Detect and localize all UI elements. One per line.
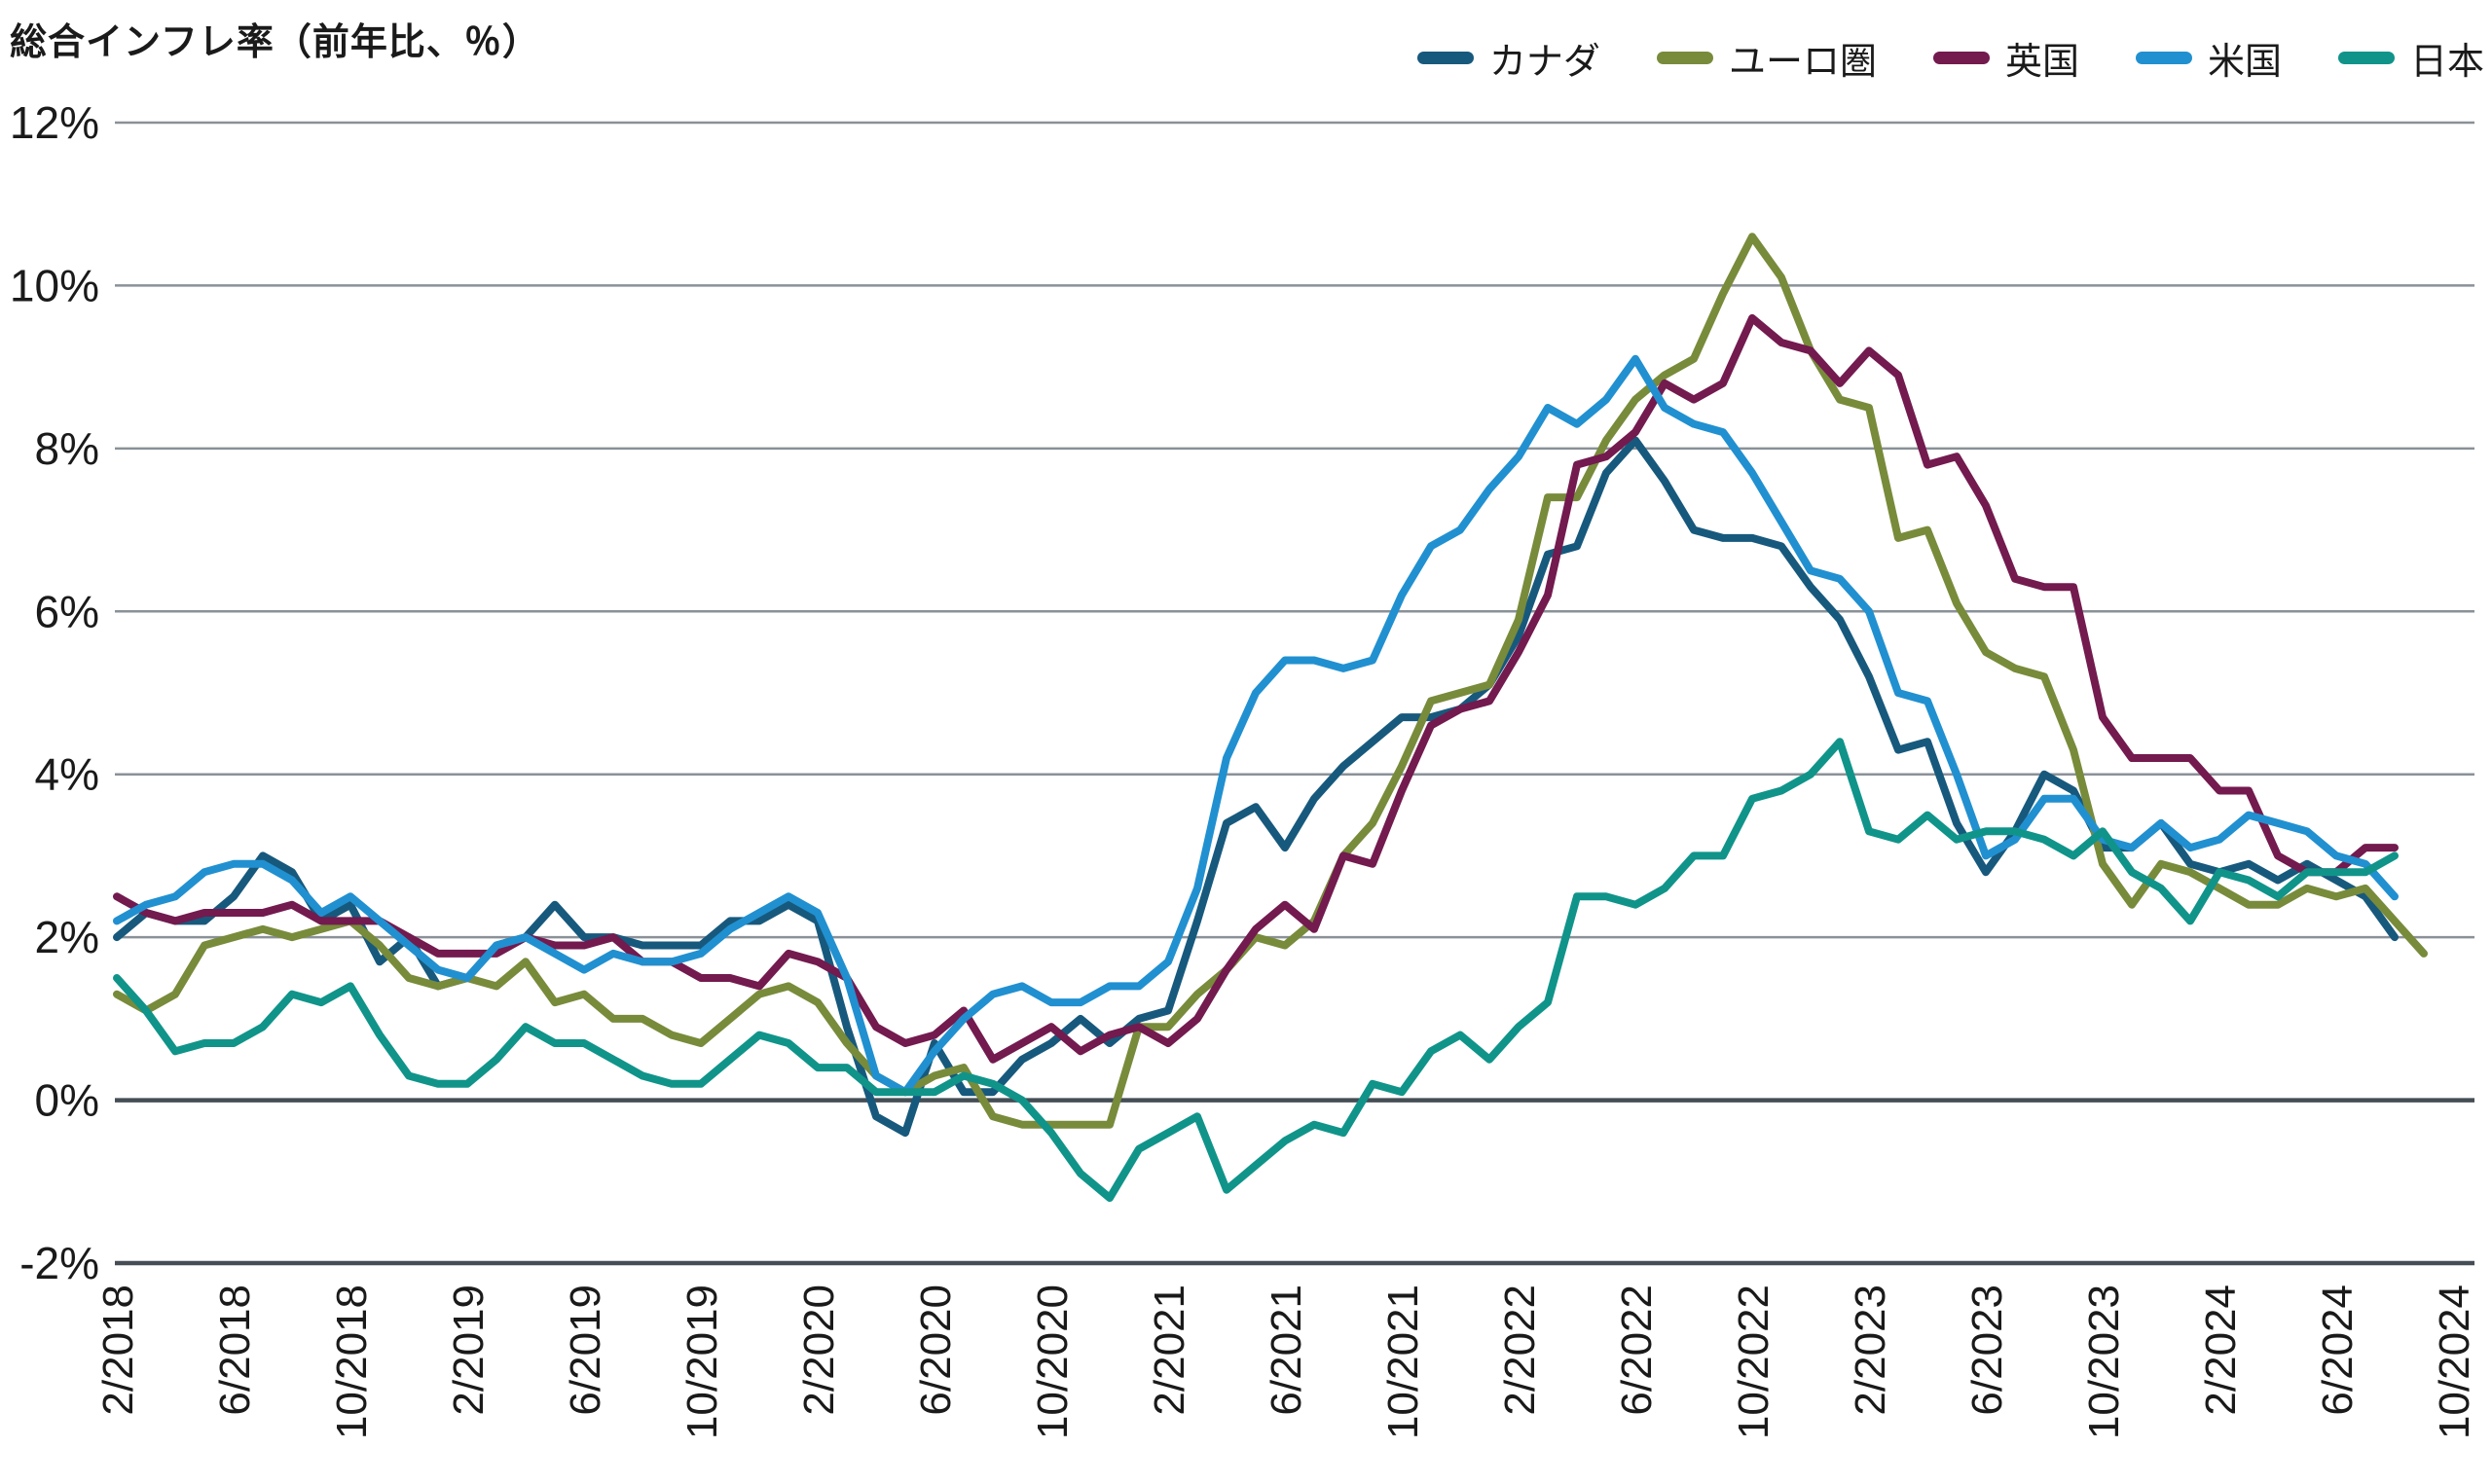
legend-label-uk: 英国 [2004,42,2079,83]
y-axis-label: -2% [19,1238,99,1288]
y-axis-label: 10% [10,260,99,310]
x-axis-label: 2/2023 [1847,1285,1894,1416]
y-axis-label: 0% [35,1075,99,1126]
y-axis-label: 2% [35,912,99,962]
legend-item-uk: 英国 [1932,31,2079,85]
legend-item-canada: カナダ [1416,31,1600,85]
series-line-us [113,354,2399,1097]
x-axis-label: 10/2021 [1379,1285,1427,1439]
legend-item-eurozone: ユーロ圏 [1656,31,1877,85]
legend-swatch-us [2135,52,2192,64]
legend-swatch-uk [1932,52,1990,64]
x-axis-label: 6/2024 [2314,1285,2362,1416]
x-axis-label: 10/2024 [2431,1285,2478,1439]
legend-swatch-canada [1416,52,1474,64]
legend: カナダ ユーロ圏 英国 米国 日本 [1416,31,2484,85]
x-axis-label: 2/2021 [1146,1285,1193,1416]
x-axis-label: 6/2021 [1263,1285,1310,1416]
y-axis-label: 8% [35,423,99,474]
x-axis-label: 2/2018 [94,1285,142,1416]
legend-label-japan: 日本 [2409,42,2484,83]
x-axis-label: 10/2018 [328,1285,376,1439]
legend-swatch-japan [2337,52,2395,64]
x-axis-label: 2/2024 [2197,1285,2245,1416]
y-axis-label: 12% [10,97,99,148]
x-axis-label: 6/2022 [1613,1285,1661,1416]
series-line-eurozone [113,233,2428,1129]
series-line-canada [113,436,2399,1138]
series-line-japan [113,738,2399,1202]
x-axis-label: 10/2020 [1029,1285,1077,1439]
x-axis-label: 6/2020 [912,1285,960,1416]
series-line-uk [113,313,2399,1064]
x-axis-label: 6/2018 [211,1285,259,1416]
legend-label-canada: カナダ [1488,42,1600,83]
legend-item-japan: 日本 [2337,31,2484,85]
legend-swatch-eurozone [1656,52,1713,64]
legend-label-us: 米国 [2207,42,2282,83]
chart-title: 総合インフレ率（前年比、％） [10,22,540,63]
x-axis-label: 2/2022 [1496,1285,1544,1416]
y-axis-label: 6% [35,586,99,636]
y-axis-label: 4% [35,749,99,800]
x-axis-label: 10/2019 [678,1285,726,1439]
x-axis-label: 2/2020 [795,1285,843,1416]
legend-label-eurozone: ユーロ圏 [1728,42,1877,83]
x-axis-label: 6/2023 [1963,1285,2011,1416]
x-axis-label: 6/2019 [562,1285,609,1416]
x-axis-label: 2/2019 [445,1285,493,1416]
legend-item-us: 米国 [2135,31,2282,85]
x-axis-label: 10/2023 [2080,1285,2128,1439]
x-axis-label: 10/2022 [1730,1285,1777,1439]
